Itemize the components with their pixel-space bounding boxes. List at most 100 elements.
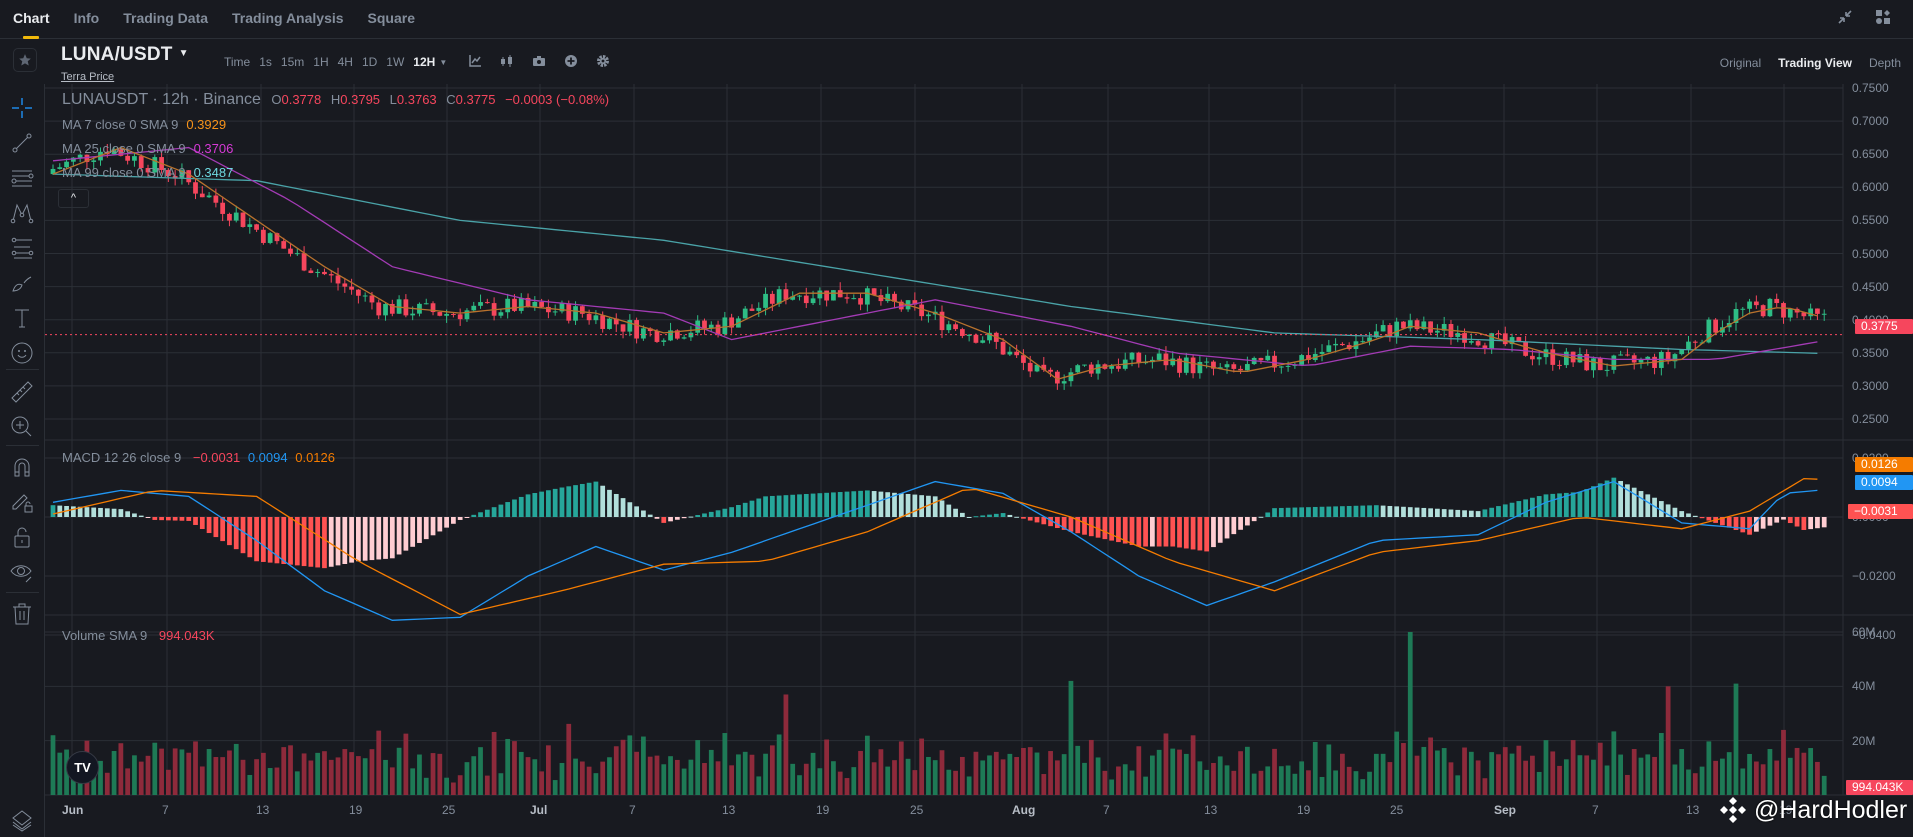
tab-trading-data[interactable]: Trading Data xyxy=(123,9,209,26)
ma7-value: 0.3929 xyxy=(186,117,227,132)
zoom-in-icon[interactable] xyxy=(10,415,34,439)
add-icon[interactable] xyxy=(564,54,578,68)
interval-1d[interactable]: 1D xyxy=(361,55,378,69)
drawing-toolbar xyxy=(0,84,45,837)
tab-square[interactable]: Square xyxy=(367,9,415,26)
price-axis-label: 0.7000 xyxy=(1852,114,1889,129)
time-axis-label: 25 xyxy=(442,803,456,817)
interval-12h[interactable]: 12H xyxy=(413,55,436,69)
pattern-icon[interactable] xyxy=(10,201,34,225)
price-axis-label: 0.5000 xyxy=(1852,246,1889,261)
time-axis-label: 7 xyxy=(629,803,636,817)
close-value: 0.3775 xyxy=(455,92,496,107)
horizontal-lines-icon[interactable] xyxy=(10,166,34,190)
macd-hist-tag: −0.0031 xyxy=(1848,504,1913,519)
eye-icon[interactable] xyxy=(10,560,34,584)
price-axis-label: 0.3000 xyxy=(1852,378,1889,393)
chart-plot[interactable] xyxy=(45,84,1913,837)
interval-selector: Time 1s 15m 1H 4H 1D 1W 12H ▼ xyxy=(224,55,469,69)
ma99-legend[interactable]: MA 99 close 0 SMA 9 0.3487 xyxy=(62,165,234,180)
interval-dropdown-icon[interactable]: ▼ xyxy=(439,57,448,67)
caret-down-icon: ▼ xyxy=(178,48,189,59)
top-nav: Chart Info Trading Data Trading Analysis… xyxy=(0,0,1913,39)
view-trading-view-tab[interactable]: Trading View xyxy=(1778,56,1852,70)
view-depth-tab[interactable]: Depth xyxy=(1868,56,1901,70)
ma7-legend[interactable]: MA 7 close 0 SMA 9 0.3929 xyxy=(62,117,227,132)
ma25-legend[interactable]: MA 25 close 0 SMA 9 0.3706 xyxy=(62,141,234,156)
price-axis-label: 0.3500 xyxy=(1852,345,1889,360)
time-axis-label: 19 xyxy=(816,803,830,817)
macd-line-tag: 0.0094 xyxy=(1855,475,1913,490)
last-price-tag: 0.3775 xyxy=(1855,319,1913,334)
star-icon xyxy=(19,54,31,66)
change-value: −0.0003 (−0.08%) xyxy=(505,92,610,107)
interval-4h[interactable]: 4H xyxy=(337,55,353,69)
tab-chart[interactable]: Chart xyxy=(13,0,50,39)
time-axis-label: 13 xyxy=(1204,803,1218,817)
symbol-selector[interactable]: LUNA/USDT ▼ xyxy=(61,44,189,66)
view-original-tab[interactable]: Original xyxy=(1719,56,1762,70)
interval-1w[interactable]: 1W xyxy=(386,55,405,69)
symbol-name: LUNA/USDT xyxy=(61,44,173,65)
text-icon[interactable] xyxy=(10,306,34,330)
ohlc-legend: LUNAUSDT · 12h · Binance O0.3778 H0.3795… xyxy=(62,91,610,108)
macd-legend[interactable]: MACD 12 26 close 9 −0.0031 0.0094 0.0126 xyxy=(62,450,335,465)
time-axis-label: 7 xyxy=(1592,803,1599,817)
interval-15m[interactable]: 15m xyxy=(280,55,305,69)
collapse-legend-button[interactable]: ^ xyxy=(58,189,89,208)
lock-drawing-icon[interactable] xyxy=(10,490,34,514)
symbol-info: LUNAUSDT · 12h · Binance xyxy=(62,91,261,108)
candle-type-icon[interactable] xyxy=(500,54,514,68)
price-axis-label: 0.2500 xyxy=(1852,412,1889,426)
indicators-icon[interactable] xyxy=(468,54,482,68)
macd-line-value: 0.0094 xyxy=(247,450,288,465)
toolbar-divider xyxy=(6,369,39,370)
tab-info[interactable]: Info xyxy=(73,9,100,26)
collapse-icon[interactable] xyxy=(1837,9,1853,25)
crosshair-icon[interactable] xyxy=(10,96,34,120)
chart-canvas[interactable] xyxy=(45,84,1913,837)
layout-grid-icon[interactable] xyxy=(1875,9,1891,25)
macd-signal-value: 0.0126 xyxy=(295,450,335,465)
time-axis-label: 13 xyxy=(1686,803,1700,817)
price-axis-label: 0.5500 xyxy=(1852,213,1889,228)
time-axis-label: 19 xyxy=(349,803,363,817)
interval-1s[interactable]: 1s xyxy=(259,55,272,69)
ma25-value: 0.3706 xyxy=(193,141,234,156)
trend-line-icon[interactable] xyxy=(10,131,34,155)
interval-1h[interactable]: 1H xyxy=(313,55,329,69)
volume-axis-label: 60M xyxy=(1852,625,1876,639)
interval-time[interactable]: Time xyxy=(224,55,251,69)
camera-icon[interactable] xyxy=(532,54,546,68)
binance-logo-icon xyxy=(1720,797,1746,823)
volume-legend[interactable]: Volume SMA 9 994.043K xyxy=(62,628,215,643)
settings-icon[interactable] xyxy=(596,54,610,68)
macd-hist-value: −0.0031 xyxy=(192,450,241,465)
magnet-icon[interactable] xyxy=(10,455,34,479)
ma99-value: 0.3487 xyxy=(193,165,234,180)
tab-trading-analysis[interactable]: Trading Analysis xyxy=(232,9,344,26)
watermark: @HardHodler xyxy=(1718,795,1907,825)
time-axis-label: 19 xyxy=(1297,803,1311,817)
ruler-icon[interactable] xyxy=(10,380,34,404)
fib-icon[interactable] xyxy=(10,236,34,260)
time-axis-label: 7 xyxy=(162,803,169,817)
macd-axis-label: −0.0200 xyxy=(1852,569,1896,583)
trash-icon[interactable] xyxy=(10,602,34,626)
price-axis-label: 0.6000 xyxy=(1852,180,1889,195)
time-axis-label: 13 xyxy=(256,803,270,817)
chart-header: LUNA/USDT ▼ Terra Price Time 1s 15m 1H 4H… xyxy=(0,40,1913,84)
brush-icon[interactable] xyxy=(10,271,34,295)
time-axis-label: 19 xyxy=(1779,803,1793,817)
toolbar-divider xyxy=(6,592,39,593)
tradingview-logo[interactable]: TV xyxy=(66,751,99,784)
open-value: 0.3778 xyxy=(281,92,322,107)
volume-axis-label: 40M xyxy=(1852,679,1876,694)
high-value: 0.3795 xyxy=(340,92,381,107)
volume-sma-value: 994.043K xyxy=(158,628,215,643)
favorite-button[interactable] xyxy=(13,48,37,72)
symbol-subtitle-link[interactable]: Terra Price xyxy=(61,71,115,83)
lock-icon[interactable] xyxy=(10,525,34,549)
layers-icon[interactable] xyxy=(10,808,34,832)
emoji-icon[interactable] xyxy=(10,341,34,365)
